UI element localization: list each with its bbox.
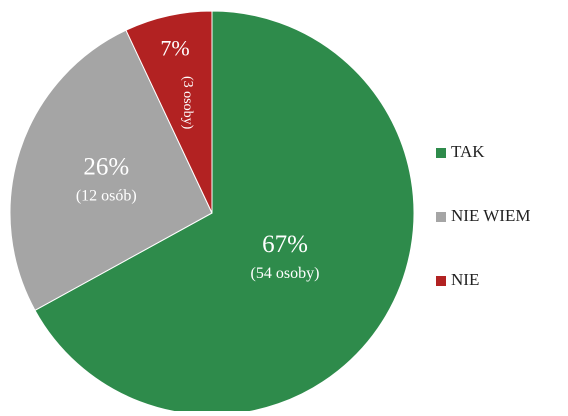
labels-layer: 67% (54 osoby) 26% (12 osób) 7% (3 osoby) — [76, 35, 320, 282]
legend-item-nie-wiem: NIE WIEM — [436, 206, 530, 225]
slices-layer — [9, 10, 415, 416]
legend-swatch-nie — [436, 276, 446, 286]
legend-label-nie: NIE — [451, 270, 479, 289]
slice-percent-label-nie: 7% — [160, 35, 189, 60]
legend-swatch-nie-wiem — [436, 212, 446, 222]
legend-label-tak: TAK — [451, 142, 485, 161]
pie-slice-tak — [34, 10, 415, 416]
pie-slice-nie-wiem — [9, 29, 213, 311]
legend-item-nie: NIE — [436, 270, 479, 289]
legend-item-tak: TAK — [436, 142, 485, 161]
slice-count-label-nie: (3 osoby) — [180, 76, 195, 130]
slice-percent-label-tak: 67% — [262, 231, 308, 258]
slice-count-label-tak: (54 osoby) — [251, 265, 320, 282]
legend-label-nie-wiem: NIE WIEM — [451, 206, 530, 225]
pie-slice-nie — [125, 10, 213, 214]
legend-swatch-tak — [436, 148, 446, 158]
legend: TAK NIE WIEM NIE — [436, 142, 530, 289]
slice-count-label-nie-wiem: (12 osób) — [76, 188, 137, 205]
slice-percent-label-nie-wiem: 26% — [83, 154, 129, 181]
